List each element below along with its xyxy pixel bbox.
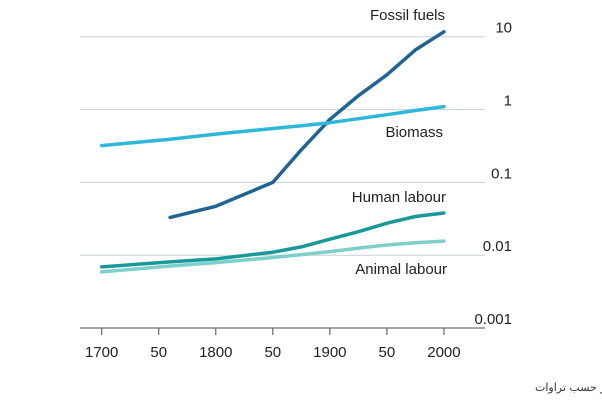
series-line (99, 239, 446, 274)
y-tick-label: 0.001 (474, 311, 512, 328)
caption: میزان مصرف جهانی انرژی بر حسب تراوات (535, 381, 602, 394)
x-tick-label: 1900 (313, 344, 346, 361)
x-tick-label: 1800 (199, 344, 232, 361)
series-label: Animal labour (355, 261, 447, 278)
y-tick-label: 1 (504, 93, 512, 110)
x-tick-label: 2000 (427, 344, 460, 361)
x-tick-label: 50 (379, 344, 396, 361)
series-line (99, 211, 446, 269)
y-tick-label: 10 (495, 20, 512, 37)
series-line (168, 30, 446, 220)
series-label: Fossil fuels (370, 7, 445, 24)
y-tick-label: 0.01 (483, 238, 512, 255)
x-tick-label: 1700 (85, 344, 118, 361)
y-tick-label: 0.1 (491, 165, 512, 182)
series-line (99, 104, 446, 148)
series-label: Human labour (352, 189, 446, 206)
x-tick-label: 50 (264, 344, 281, 361)
series-label: Biomass (385, 124, 443, 141)
x-tick-label: 50 (150, 344, 167, 361)
